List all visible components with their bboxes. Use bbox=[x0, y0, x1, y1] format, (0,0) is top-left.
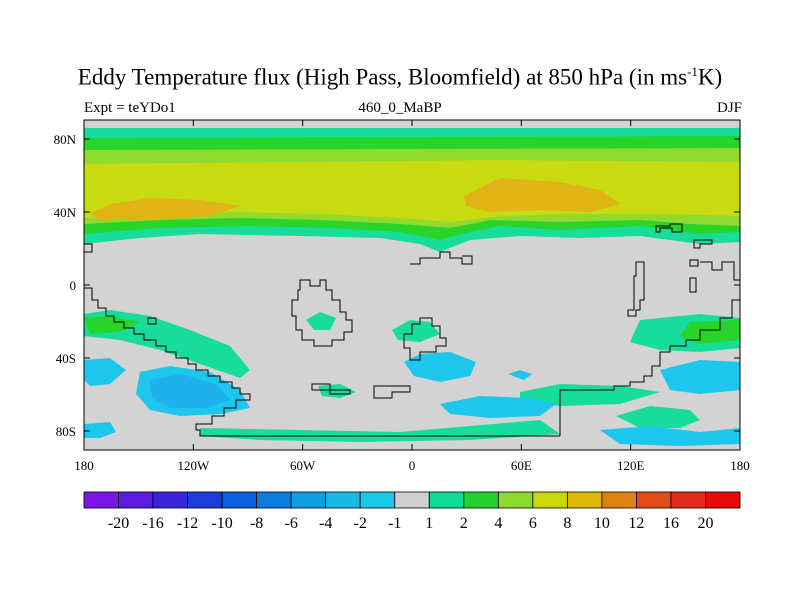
y-tick-label: 80N bbox=[54, 132, 77, 147]
colorbar-box bbox=[187, 491, 223, 509]
sh-positive-africa bbox=[306, 312, 336, 330]
x-tick-label: 180 bbox=[730, 458, 750, 473]
colorbar-label: -20 bbox=[108, 515, 129, 532]
sh-negative-indian bbox=[404, 352, 476, 382]
sh-negative-indian-small bbox=[508, 370, 532, 380]
x-tick-label: 120E bbox=[617, 458, 645, 473]
colorbar-label: -2 bbox=[354, 515, 367, 532]
colorbar-box bbox=[463, 491, 499, 509]
season-label: DJF bbox=[716, 100, 742, 116]
x-tick-label: 0 bbox=[409, 458, 416, 473]
colorbar-label: 12 bbox=[628, 515, 644, 532]
coastline-islands-sa bbox=[311, 383, 411, 399]
colorbar-box bbox=[532, 491, 568, 509]
y-tick-label: 40N bbox=[54, 205, 77, 220]
colorbar-label: 16 bbox=[663, 515, 679, 532]
map-plot-area bbox=[84, 120, 740, 450]
colorbar: -20 -16 -12 -10 -8 -6 -4 -2 -1 1 2 4 6 8 10 12 16 20 bbox=[83, 491, 741, 532]
coastline-asia-north bbox=[410, 223, 713, 267]
sh-positive-east-core bbox=[680, 320, 740, 344]
colorbar-box bbox=[152, 491, 188, 509]
colorbar-label: 4 bbox=[494, 515, 502, 532]
colorbar-label: -1 bbox=[388, 515, 401, 532]
experiment-label: Expt = teYDo1 bbox=[84, 100, 176, 116]
coastline-india bbox=[403, 317, 447, 361]
colorbar-label: -6 bbox=[284, 515, 297, 532]
axis-ticks bbox=[83, 120, 741, 450]
colorbar-label: -8 bbox=[250, 515, 263, 532]
coastlines bbox=[84, 223, 740, 437]
coastline-maritime bbox=[147, 261, 645, 325]
sh-negative-southeast bbox=[600, 426, 740, 446]
nh-band-level-8-west bbox=[90, 198, 240, 220]
colorbar-box bbox=[428, 491, 465, 509]
colorbar-label: 2 bbox=[460, 515, 468, 532]
coastline-australia-antarctica bbox=[559, 261, 740, 436]
sh-negative-south-pacific-core bbox=[150, 374, 230, 408]
sh-positive-southern-ocean bbox=[520, 384, 660, 406]
colorbar-box bbox=[83, 491, 119, 509]
colorbar-box bbox=[497, 491, 534, 509]
colorbar-label: -12 bbox=[177, 515, 198, 532]
x-tick-label: 60E bbox=[511, 458, 532, 473]
colorbar-label: -10 bbox=[211, 515, 232, 532]
colorbar-box bbox=[705, 491, 741, 509]
sh-negative-east bbox=[660, 360, 740, 394]
coastline-americas bbox=[84, 243, 560, 437]
colorbar-label: -16 bbox=[142, 515, 163, 532]
colorbar-label: 1 bbox=[425, 515, 433, 532]
colorbar-box bbox=[221, 491, 258, 509]
y-tick-label: 40S bbox=[56, 351, 76, 366]
sh-positive-southeast bbox=[616, 406, 700, 428]
colorbar-box bbox=[118, 491, 154, 509]
colorbar-label: -4 bbox=[319, 515, 332, 532]
sh-negative-southern-ocean bbox=[440, 396, 556, 418]
colorbar-box bbox=[636, 491, 672, 509]
sh-negative-west bbox=[84, 358, 126, 386]
colorbar-box bbox=[394, 491, 430, 509]
colorbar-label: 10 bbox=[594, 515, 610, 532]
colorbar-box bbox=[670, 491, 706, 509]
colorbar-box bbox=[601, 491, 637, 509]
colorbar-box bbox=[290, 491, 327, 509]
colorbar-label: 6 bbox=[529, 515, 537, 532]
colorbar-box bbox=[325, 491, 361, 509]
run-label: 460_0_MaBP bbox=[358, 100, 442, 116]
colorbar-box bbox=[566, 491, 603, 509]
y-tick-label: 80S bbox=[56, 424, 76, 439]
sh-positive-west-core bbox=[84, 316, 140, 334]
colorbar-label: 20 bbox=[697, 515, 713, 532]
chart-title: Eddy Temperature flux (High Pass, Bloomf… bbox=[0, 64, 800, 91]
colorbar-box bbox=[256, 491, 292, 509]
colorbar-box bbox=[359, 491, 396, 509]
x-tick-label: 60W bbox=[290, 458, 316, 473]
y-tick-label: 0 bbox=[70, 278, 77, 293]
x-tick-label: 120W bbox=[177, 458, 210, 473]
axis-labels: 180 120W 60W 0 60E 120E 180 80N 40N 0 40S 80S bbox=[54, 132, 750, 473]
chart-title-text: Eddy Temperature flux (High Pass, Bloomf… bbox=[77, 64, 688, 90]
colorbar-label: 8 bbox=[563, 515, 571, 532]
coastline-africa bbox=[291, 279, 353, 347]
x-tick-label: 180 bbox=[74, 458, 94, 473]
chart-title-superscript: -1 bbox=[687, 64, 698, 79]
nh-band-level-8-east bbox=[464, 178, 620, 212]
sh-negative-southwest-corner bbox=[84, 422, 116, 438]
chart-title-suffix: K) bbox=[697, 64, 723, 90]
